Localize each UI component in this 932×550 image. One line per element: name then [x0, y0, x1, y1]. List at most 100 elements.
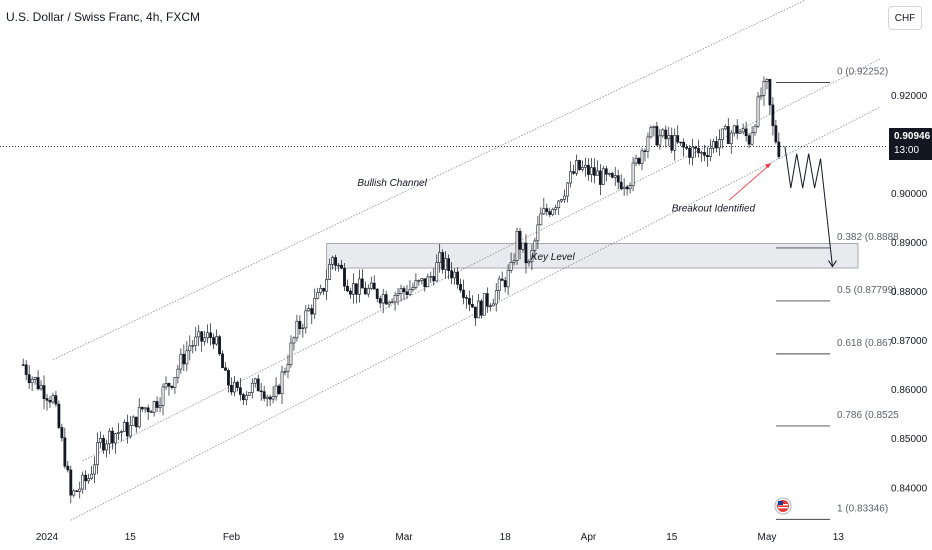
y-tick-label-4: 0.88000: [891, 287, 928, 298]
candle-body-244: [747, 135, 751, 145]
x-tick-label-8: May: [757, 532, 776, 543]
candle-body-56: [188, 345, 192, 352]
candle-body-9: [48, 400, 52, 403]
key-level-rect: [326, 243, 859, 269]
candle-body-209: [643, 150, 647, 152]
candle-body-10: [51, 395, 55, 403]
candle-body-25: [96, 442, 99, 466]
candle-body-117: [369, 282, 373, 289]
candle-body-7: [42, 385, 46, 399]
candle-body-133: [417, 280, 421, 282]
candle-body-73: [238, 387, 242, 395]
candle-body-87: [280, 371, 284, 394]
fib-label-0.786: 0.786 (0.8525: [837, 410, 899, 421]
candle-body-84: [271, 396, 275, 400]
candle-body-11: [54, 395, 58, 405]
candle-body-205: [631, 162, 635, 187]
x-tick-label-9: 13: [833, 532, 845, 543]
candle-body-234: [717, 139, 721, 149]
candle-body-242: [741, 128, 745, 133]
candle-body-198: [610, 173, 614, 178]
candle-body-31: [114, 433, 117, 444]
currency-button[interactable]: CHF: [888, 6, 922, 30]
candle-body-197: [607, 173, 611, 175]
price-axis[interactable]: 0.84000 0.85000 0.86000 0.87000 0.88000 0.890…: [891, 91, 928, 494]
candle-body-237: [726, 126, 730, 144]
candle-body-233: [714, 141, 718, 149]
candle-body-249: [762, 81, 766, 96]
candle-body-131: [411, 287, 415, 290]
breakout-arrow-line: [728, 163, 772, 201]
time-axis[interactable]: 2024 15 Feb 19 Mar 18 Apr 15 May 13: [36, 532, 844, 543]
candle-body-187: [578, 160, 581, 170]
candle-body-106: [337, 264, 340, 267]
projection-zigzag: [784, 146, 833, 267]
candle-body-119: [375, 288, 379, 299]
candle-body-149: [465, 297, 468, 299]
candle-body-208: [640, 150, 644, 164]
candle-body-15: [66, 465, 70, 471]
candle-body-142: [444, 258, 448, 270]
candle-body-48: [164, 383, 168, 388]
candle-body-248: [759, 95, 763, 98]
candle-body-54: [182, 353, 186, 365]
candle-body-230: [706, 155, 709, 157]
candle-body-8: [45, 398, 49, 401]
x-tick-label-2: Feb: [223, 532, 241, 543]
annotation-1: Breakout Identified: [672, 204, 756, 215]
candle-body-188: [581, 167, 584, 170]
candle-body-112: [354, 283, 358, 295]
candle-body-43: [149, 411, 153, 413]
candle-body-182: [563, 195, 567, 200]
fib-label-0: 0 (0.92252): [837, 67, 888, 78]
candle-body-104: [331, 257, 335, 265]
candle-body-180: [557, 200, 561, 208]
candle-body-65: [215, 336, 218, 345]
candle-body-23: [90, 473, 94, 479]
y-tick-label-6: 0.90000: [891, 189, 928, 200]
candle-body-67: [221, 353, 224, 369]
candle-body-18: [75, 490, 79, 492]
candle-body-2: [27, 374, 31, 384]
candle-body-177: [548, 211, 552, 215]
candle-body-99: [316, 292, 320, 299]
candle-body-253: [774, 125, 778, 143]
candle-body-53: [179, 353, 183, 370]
candle-body-37: [131, 416, 135, 426]
candle-body-229: [703, 152, 706, 156]
candle-body-207: [637, 158, 641, 164]
candle-body-83: [268, 396, 272, 400]
candle-body-132: [414, 280, 418, 288]
fib-label-0.382: 0.382 (0.8888: [837, 232, 899, 243]
candle-body-226: [694, 146, 697, 149]
candle-body-231: [709, 147, 712, 157]
candle-body-38: [134, 416, 138, 428]
candle-body-193: [595, 170, 599, 176]
annotation-2: Key Level: [531, 252, 576, 263]
candle-body-140: [438, 252, 442, 263]
candle-body-126: [396, 293, 400, 296]
candle-body-32: [117, 432, 120, 434]
candle-body-17: [72, 490, 76, 496]
candle-body-121: [381, 294, 385, 304]
candle-body-146: [456, 271, 459, 285]
fib-label-0.5: 0.5 (0.87799): [837, 285, 897, 296]
flag-icon-stripe-2: [778, 507, 788, 509]
candle-body-135: [423, 278, 427, 288]
candle-body-94: [301, 327, 305, 329]
candle-body-153: [476, 300, 480, 319]
candle-body-88: [283, 371, 287, 373]
candle-body-4: [33, 377, 37, 380]
candle-body-113: [357, 278, 361, 295]
candle-body-217: [667, 135, 671, 140]
candle-body-69: [227, 370, 230, 386]
candle-body-107: [340, 264, 343, 269]
candle-body-66: [218, 336, 221, 355]
candle-body-35: [125, 421, 129, 437]
candle-body-85: [274, 385, 278, 397]
candle-body-168: [521, 242, 525, 250]
candle-body-252: [771, 104, 775, 126]
chart-title: U.S. Dollar / Swiss Franc, 4h, FXCM: [6, 10, 201, 24]
candle-body-72: [236, 382, 239, 388]
